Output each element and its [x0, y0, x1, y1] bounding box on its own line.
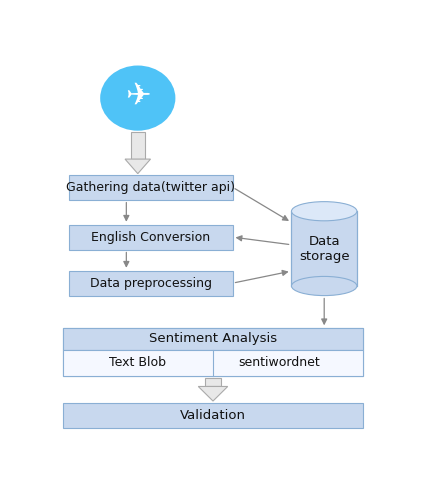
- FancyBboxPatch shape: [69, 271, 233, 296]
- FancyBboxPatch shape: [69, 175, 233, 200]
- Text: Gathering data(twitter api): Gathering data(twitter api): [66, 181, 235, 194]
- Text: Data preprocessing: Data preprocessing: [90, 276, 212, 290]
- FancyBboxPatch shape: [69, 225, 233, 249]
- Text: Data
storage: Data storage: [299, 235, 349, 262]
- FancyBboxPatch shape: [62, 403, 363, 428]
- Polygon shape: [125, 159, 151, 174]
- Text: Validation: Validation: [180, 409, 246, 422]
- Polygon shape: [205, 378, 221, 386]
- Ellipse shape: [292, 202, 357, 221]
- Polygon shape: [131, 132, 145, 159]
- FancyBboxPatch shape: [62, 350, 363, 376]
- Polygon shape: [198, 386, 228, 401]
- Text: Sentiment Analysis: Sentiment Analysis: [149, 333, 277, 346]
- FancyBboxPatch shape: [62, 328, 363, 350]
- FancyBboxPatch shape: [62, 328, 363, 376]
- Text: ✈: ✈: [125, 82, 151, 111]
- Ellipse shape: [292, 276, 357, 296]
- Ellipse shape: [100, 66, 176, 130]
- Text: sentiwordnet: sentiwordnet: [238, 357, 320, 370]
- Text: English Conversion: English Conversion: [91, 231, 211, 244]
- Text: Text Blob: Text Blob: [109, 357, 166, 370]
- Polygon shape: [292, 211, 357, 286]
